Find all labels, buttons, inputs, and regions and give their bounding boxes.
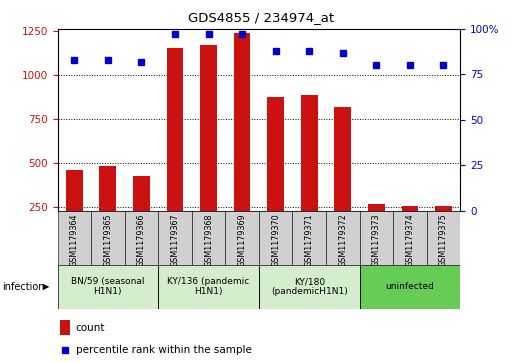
Bar xyxy=(234,33,251,211)
Bar xyxy=(368,204,385,211)
Text: GSM1179374: GSM1179374 xyxy=(405,213,414,267)
Text: GSM1179364: GSM1179364 xyxy=(70,213,79,267)
Bar xyxy=(326,211,360,265)
Text: count: count xyxy=(76,323,105,333)
Text: GSM1179367: GSM1179367 xyxy=(170,213,179,267)
Bar xyxy=(402,206,418,211)
Bar xyxy=(99,166,116,211)
Text: ▶: ▶ xyxy=(43,282,50,291)
Bar xyxy=(60,320,70,335)
Bar xyxy=(225,211,259,265)
Text: GSM1179369: GSM1179369 xyxy=(237,213,247,267)
Bar xyxy=(91,211,124,265)
Bar xyxy=(124,211,158,265)
Bar xyxy=(167,48,184,211)
Bar xyxy=(58,265,158,309)
Bar xyxy=(158,211,192,265)
Bar xyxy=(435,206,452,211)
Text: KY/136 (pandemic
H1N1): KY/136 (pandemic H1N1) xyxy=(167,277,249,297)
Text: BN/59 (seasonal
H1N1): BN/59 (seasonal H1N1) xyxy=(71,277,145,297)
Text: GSM1179372: GSM1179372 xyxy=(338,213,347,267)
Bar xyxy=(301,95,317,211)
Bar xyxy=(292,211,326,265)
Bar xyxy=(360,211,393,265)
Bar xyxy=(267,97,284,211)
Text: GSM1179375: GSM1179375 xyxy=(439,213,448,267)
Text: GSM1179368: GSM1179368 xyxy=(204,213,213,267)
Text: GDS4855 / 234974_at: GDS4855 / 234974_at xyxy=(188,11,335,24)
Text: GSM1179373: GSM1179373 xyxy=(372,213,381,267)
Text: GSM1179371: GSM1179371 xyxy=(305,213,314,267)
Text: GSM1179365: GSM1179365 xyxy=(104,213,112,267)
Text: infection: infection xyxy=(3,282,45,292)
Text: percentile rank within the sample: percentile rank within the sample xyxy=(76,345,252,355)
Bar xyxy=(192,211,225,265)
Bar xyxy=(158,265,259,309)
Bar xyxy=(360,265,460,309)
Bar xyxy=(393,211,427,265)
Bar xyxy=(427,211,460,265)
Text: GSM1179366: GSM1179366 xyxy=(137,213,146,267)
Bar xyxy=(200,45,217,211)
Bar xyxy=(133,176,150,211)
Bar xyxy=(334,107,351,211)
Bar xyxy=(259,265,360,309)
Bar xyxy=(66,170,83,211)
Bar xyxy=(58,211,91,265)
Text: GSM1179370: GSM1179370 xyxy=(271,213,280,267)
Bar xyxy=(259,211,292,265)
Text: uninfected: uninfected xyxy=(385,282,434,291)
Text: KY/180
(pandemicH1N1): KY/180 (pandemicH1N1) xyxy=(271,277,348,297)
